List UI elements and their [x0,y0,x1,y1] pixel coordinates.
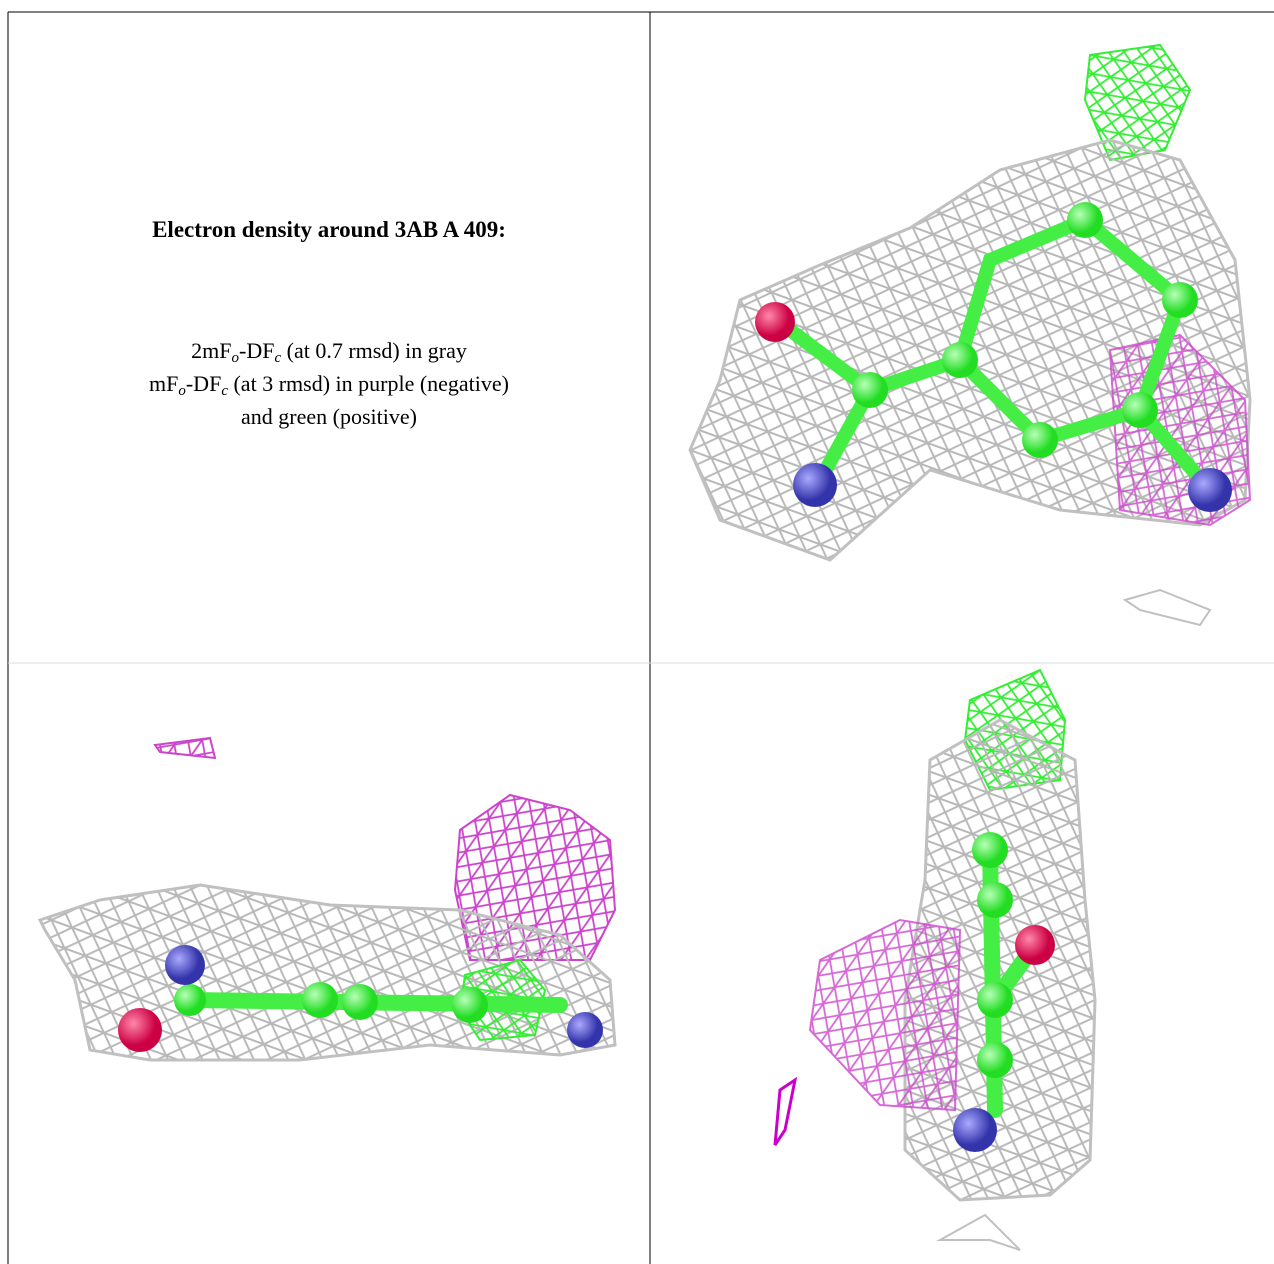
density-view-3 [773,668,1097,1251]
legend-line: 2mFo-DFc (at 0.7 rmsd) in gray [8,334,650,367]
legend-subscript: c [274,350,282,366]
legend-text: (at 3 rmsd) in purple (negative) [227,371,509,396]
legend-text: 2mF [191,338,232,363]
legend-text: -DF [239,338,275,363]
caption-legend: 2mFo-DFc (at 0.7 rmsd) in gray mFo-DFc (… [8,334,650,433]
legend-text: mF [149,371,179,396]
legend-subscript: o [178,383,186,399]
grid-lines [7,11,1274,1264]
caption-title: Electron density around 3AB A 409: [152,217,506,242]
legend-text: and green (positive) [241,404,417,429]
density-view-1 [688,43,1252,627]
density-view-2 [37,736,617,1062]
legend-subscript: o [231,350,240,366]
legend-line: and green (positive) [8,400,650,433]
legend-text: (at 0.7 rmsd) in gray [281,338,467,363]
legend-subscript: c [221,383,228,399]
legend-line: mFo-DFc (at 3 rmsd) in purple (negative) [8,367,650,400]
legend-text: -DF [185,371,222,396]
